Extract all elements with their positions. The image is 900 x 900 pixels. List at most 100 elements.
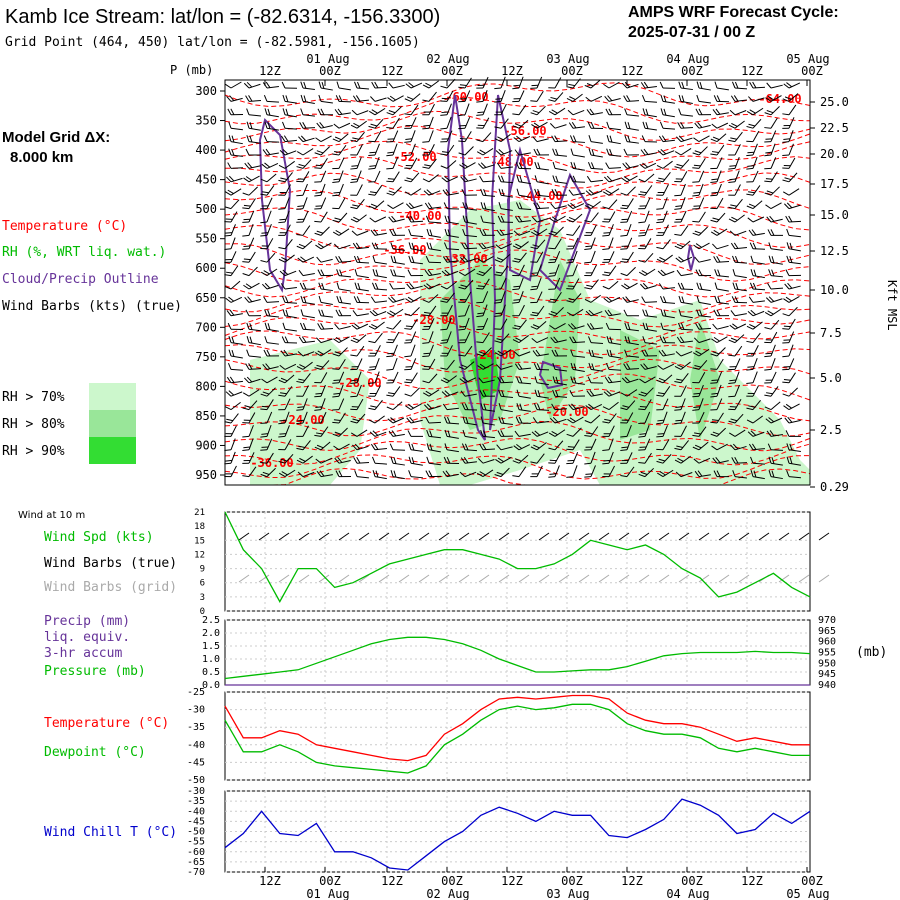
- wind-barb-shaft: [392, 130, 399, 142]
- wind-barb: [714, 282, 729, 292]
- height-tick-label: 20.0: [820, 147, 849, 161]
- wind-barb-flag: [586, 390, 592, 397]
- wind-barb: [497, 215, 514, 223]
- wind-barb: [332, 228, 350, 236]
- wind-barb-shaft: [428, 80, 439, 89]
- wind-barb-shaft: [302, 114, 315, 117]
- wind-barb-flag: [766, 392, 773, 395]
- wind-barb: [604, 309, 621, 317]
- wind-barb-grid: [818, 574, 830, 583]
- wind-barb-flag: [499, 229, 505, 236]
- wind-barb-shaft: [392, 186, 402, 196]
- wind-barb-shaft: [644, 301, 658, 303]
- wind-barb-flag: [530, 87, 538, 89]
- wind-barb-flag: [458, 301, 466, 303]
- wind-barb-flag: [626, 363, 631, 370]
- wind-barb-shaft: [716, 427, 727, 437]
- wind-barb-flag: [785, 215, 790, 223]
- wind-barb-shaft: [662, 353, 675, 357]
- wind-barb: [750, 269, 765, 279]
- wind-barb-flag: [548, 288, 556, 290]
- wind-barb-shaft: [644, 452, 652, 464]
- wind-barb-flag: [296, 151, 304, 156]
- wind-barb-flag: [423, 111, 431, 113]
- wind-barb-flag: [639, 232, 647, 234]
- wind-barb-flag: [675, 471, 682, 477]
- wind-barb-flag: [786, 470, 790, 477]
- wind-barb-flag: [314, 367, 322, 370]
- wind-barb-shaft: [716, 157, 723, 169]
- wind-barb-shaft: [518, 304, 525, 317]
- wind-barb-shaft: [428, 344, 434, 357]
- wind-barb-flag: [729, 406, 737, 408]
- wind-barb: [350, 214, 367, 223]
- wind-barb-flag: [512, 275, 520, 277]
- wind-barb-flag: [443, 202, 448, 209]
- wind-barb-shaft: [356, 313, 369, 317]
- wind-barb-shaft: [500, 232, 513, 236]
- wind-barb-shaft: [302, 301, 315, 305]
- wind-barb-shaft: [464, 162, 476, 169]
- wind-barb-flag: [281, 256, 288, 261]
- wind-barb-true: [758, 532, 770, 541]
- wind-barb: [532, 417, 549, 424]
- wind-barb-shaft: [554, 291, 562, 303]
- wind-barb-flag: [710, 433, 718, 437]
- wind-barb-flag: [426, 443, 430, 450]
- temperature-contour: [224, 140, 811, 174]
- top-hour-label: 00Z: [801, 64, 823, 78]
- wind-barb-flag: [534, 161, 538, 169]
- wind-barb-shaft: [788, 296, 800, 303]
- wind-barb-shaft: [554, 238, 562, 250]
- wind-barb-flag: [297, 257, 304, 263]
- wind-barb-flag: [316, 432, 323, 435]
- wind-barb-flag: [692, 194, 700, 197]
- wind-barb-flag: [674, 245, 682, 250]
- wind-barb-flag: [728, 382, 736, 385]
- wind-barb-flag: [621, 419, 629, 421]
- wind-barb-shaft: [320, 87, 333, 91]
- wind-barb: [404, 93, 421, 102]
- wind-barb-shaft: [392, 106, 402, 116]
- wind-barb-flag: [676, 336, 682, 343]
- wind-barb: [695, 269, 712, 277]
- wind-barb-shaft: [392, 84, 405, 89]
- wind-barb-true: [438, 532, 450, 541]
- wind-barb-flag: [423, 325, 431, 328]
- wind-barb-shaft: [320, 457, 333, 464]
- wind-barb-flag: [603, 297, 610, 303]
- wind-barb: [765, 202, 782, 210]
- wind-barb-flag: [693, 191, 701, 194]
- wind-barb-grid: [658, 574, 670, 583]
- wind-barb: [587, 121, 604, 130]
- wind-barb-shaft: [518, 76, 524, 89]
- wind-barb-shaft: [752, 300, 765, 303]
- wind-barb-shaft: [230, 199, 240, 209]
- wind-barb-flag: [406, 177, 414, 181]
- wind-barb-flag: [440, 300, 448, 303]
- wind-barb-flag: [566, 261, 574, 264]
- wind-barb: [660, 94, 675, 104]
- wind-barb-flag: [497, 350, 504, 355]
- wind-barb-flag: [694, 150, 702, 154]
- wind-barb-shaft: [752, 371, 758, 383]
- wind-barb-shaft: [464, 178, 477, 183]
- wind-barb-shaft: [374, 97, 387, 102]
- wind-barb: [332, 347, 348, 357]
- wind-barb: [552, 389, 567, 398]
- wind-barb: [386, 344, 398, 358]
- wind-barb-flag: [710, 353, 718, 357]
- wind-barb-flag: [733, 242, 739, 249]
- wind-barb: [278, 398, 291, 411]
- wind-barb-shaft: [644, 252, 654, 263]
- wind-barb: [497, 376, 514, 384]
- wind-barb-flag: [785, 430, 790, 437]
- wind-barb-flag: [351, 406, 359, 408]
- wind-barb-flag: [480, 429, 484, 437]
- wind-barb-flag: [710, 231, 718, 236]
- wind-barb-shaft: [716, 358, 724, 370]
- wind-barb: [566, 237, 579, 250]
- wind-barb-flag: [336, 81, 340, 89]
- wind-barb-shaft: [464, 131, 472, 142]
- wind-barb-flag: [514, 324, 521, 328]
